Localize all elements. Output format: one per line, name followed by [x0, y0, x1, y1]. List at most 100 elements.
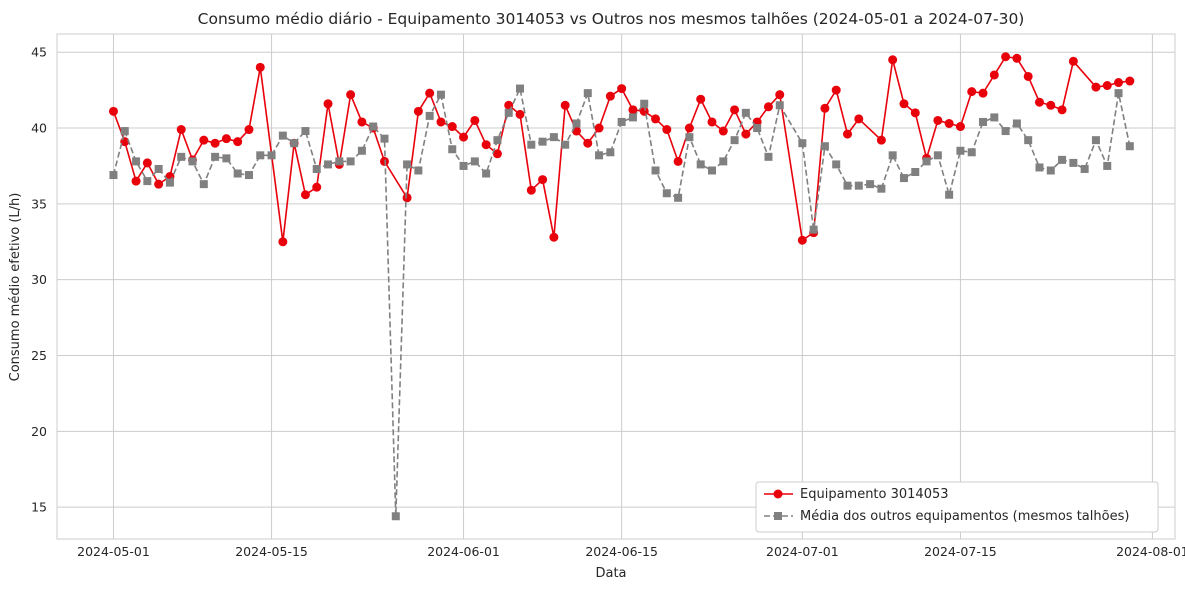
- data-point: [1091, 136, 1100, 145]
- data-point: [978, 88, 988, 98]
- y-tick-label: 35: [31, 196, 47, 211]
- data-point: [493, 136, 502, 145]
- data-point: [605, 91, 615, 101]
- data-point: [718, 126, 728, 136]
- data-point: [651, 114, 661, 124]
- data-point: [651, 166, 660, 175]
- data-point: [1012, 119, 1021, 128]
- data-point: [278, 131, 287, 140]
- series-layer: [108, 52, 1135, 521]
- data-point: [357, 146, 366, 155]
- data-point: [402, 193, 412, 203]
- plot-frame: [56, 33, 1176, 540]
- data-point: [730, 105, 740, 115]
- data-point: [414, 166, 423, 175]
- data-point: [1046, 100, 1056, 110]
- data-point: [617, 84, 627, 94]
- data-point: [1034, 97, 1044, 107]
- data-point: [1068, 56, 1078, 66]
- data-point: [753, 124, 762, 133]
- y-axis-ticks: 15 20 25 30 35 40 45: [31, 45, 47, 515]
- data-point: [346, 157, 355, 166]
- data-point: [211, 152, 220, 161]
- data-point: [888, 55, 898, 65]
- data-point: [470, 157, 479, 166]
- y-tick-label: 25: [31, 348, 47, 363]
- data-point: [1125, 76, 1135, 86]
- data-point: [1023, 71, 1033, 81]
- data-point: [504, 100, 514, 110]
- data-point: [188, 157, 197, 166]
- data-point: [233, 137, 243, 147]
- x-tick-label: 2024-08-01: [1116, 544, 1185, 559]
- data-point: [1125, 142, 1134, 151]
- data-point: [628, 113, 637, 122]
- legend-marker-equipamento: [773, 489, 783, 499]
- data-point: [888, 151, 897, 160]
- data-point: [301, 127, 310, 136]
- data-point: [131, 176, 141, 186]
- x-tick-label: 2024-05-01: [77, 544, 150, 559]
- x-axis-label: Data: [595, 566, 626, 581]
- data-point: [425, 88, 435, 98]
- data-point: [109, 171, 118, 180]
- legend-box: [755, 481, 1159, 533]
- data-point: [1114, 89, 1123, 98]
- data-point: [312, 182, 322, 192]
- data-point: [662, 125, 672, 135]
- y-tick-label: 40: [31, 121, 47, 136]
- data-point: [741, 129, 751, 139]
- data-point: [572, 119, 581, 128]
- data-point: [640, 99, 649, 108]
- data-point: [549, 232, 559, 242]
- data-point: [1058, 155, 1067, 164]
- data-point: [323, 99, 333, 109]
- data-point: [662, 189, 671, 198]
- legend-marker-media-outros: [774, 512, 782, 520]
- data-point: [256, 151, 265, 160]
- data-point: [820, 103, 830, 113]
- data-point: [956, 146, 965, 155]
- data-point: [1024, 136, 1033, 145]
- x-tick-label: 2024-05-15: [235, 544, 308, 559]
- data-point: [797, 235, 807, 245]
- data-point: [764, 152, 773, 161]
- y-tick-label: 45: [31, 45, 47, 60]
- data-point: [696, 94, 706, 104]
- x-tick-label: 2024-06-01: [427, 544, 500, 559]
- data-point: [142, 158, 152, 168]
- data-point: [221, 134, 231, 144]
- data-point: [933, 151, 942, 160]
- data-point: [1035, 163, 1044, 172]
- legend: Equipamento 3014053 Média dos outros equ…: [755, 481, 1159, 533]
- data-point: [561, 140, 570, 149]
- data-point: [673, 156, 683, 166]
- x-tick-label: 2024-07-15: [924, 544, 997, 559]
- data-point: [165, 178, 174, 187]
- data-point: [1091, 82, 1101, 92]
- data-point: [707, 117, 717, 127]
- data-point: [481, 140, 491, 150]
- data-point: [436, 90, 445, 99]
- x-tick-label: 2024-07-01: [766, 544, 839, 559]
- data-point: [154, 179, 164, 189]
- data-point: [944, 118, 954, 128]
- data-point: [1046, 166, 1055, 175]
- data-point: [933, 115, 943, 125]
- data-point: [108, 106, 118, 116]
- data-point: [674, 193, 683, 202]
- data-point: [267, 151, 276, 160]
- data-point: [628, 105, 638, 115]
- data-point: [380, 134, 389, 143]
- data-point: [899, 174, 908, 183]
- data-point: [1069, 158, 1078, 167]
- data-point: [707, 166, 716, 175]
- data-point: [684, 123, 694, 133]
- data-point: [255, 62, 265, 72]
- data-point: [290, 139, 299, 148]
- data-point: [911, 168, 920, 177]
- data-point: [470, 115, 480, 125]
- data-point: [967, 148, 976, 157]
- y-axis-label: Consumo médio efetivo (L/h): [8, 193, 23, 382]
